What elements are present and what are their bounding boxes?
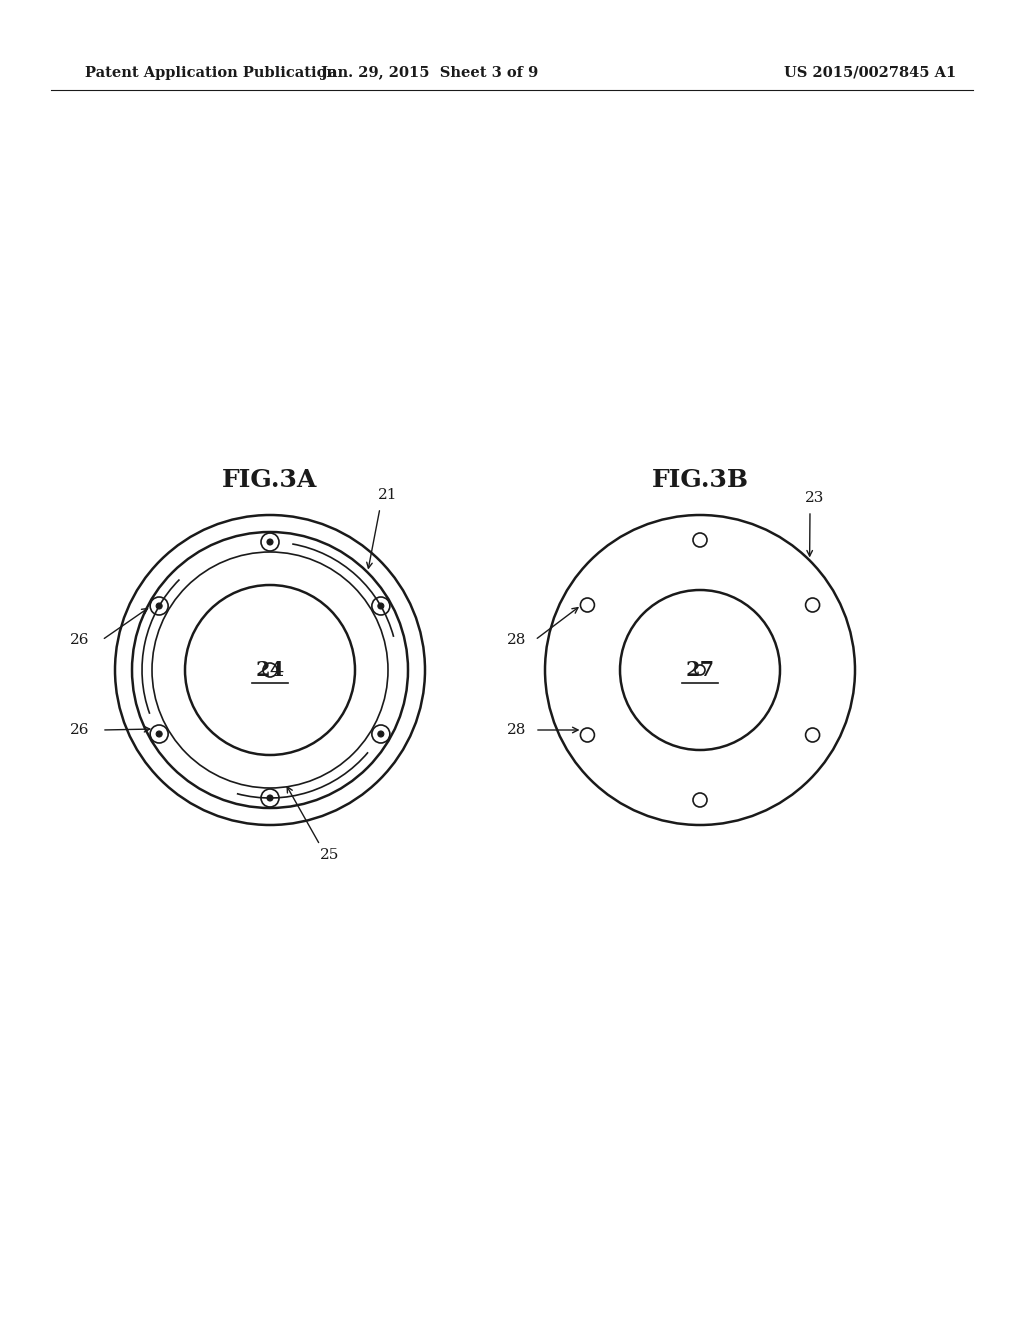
Circle shape — [378, 603, 384, 609]
Text: Patent Application Publication: Patent Application Publication — [85, 66, 337, 81]
Text: 23: 23 — [805, 491, 824, 506]
Text: 24: 24 — [255, 660, 285, 680]
Text: 26: 26 — [71, 723, 90, 737]
Text: FIG.3A: FIG.3A — [222, 469, 317, 492]
Circle shape — [267, 795, 273, 801]
Circle shape — [378, 731, 384, 737]
Text: 28: 28 — [507, 634, 526, 647]
Text: US 2015/0027845 A1: US 2015/0027845 A1 — [784, 66, 956, 81]
Text: FIG.3B: FIG.3B — [651, 469, 749, 492]
Circle shape — [156, 603, 162, 609]
Text: 21: 21 — [378, 488, 397, 502]
Text: 25: 25 — [321, 847, 340, 862]
Circle shape — [156, 731, 162, 737]
Circle shape — [267, 539, 273, 545]
Text: 28: 28 — [507, 723, 526, 737]
Text: 26: 26 — [71, 634, 90, 647]
Text: Jan. 29, 2015  Sheet 3 of 9: Jan. 29, 2015 Sheet 3 of 9 — [322, 66, 539, 81]
Text: 27: 27 — [685, 660, 715, 680]
